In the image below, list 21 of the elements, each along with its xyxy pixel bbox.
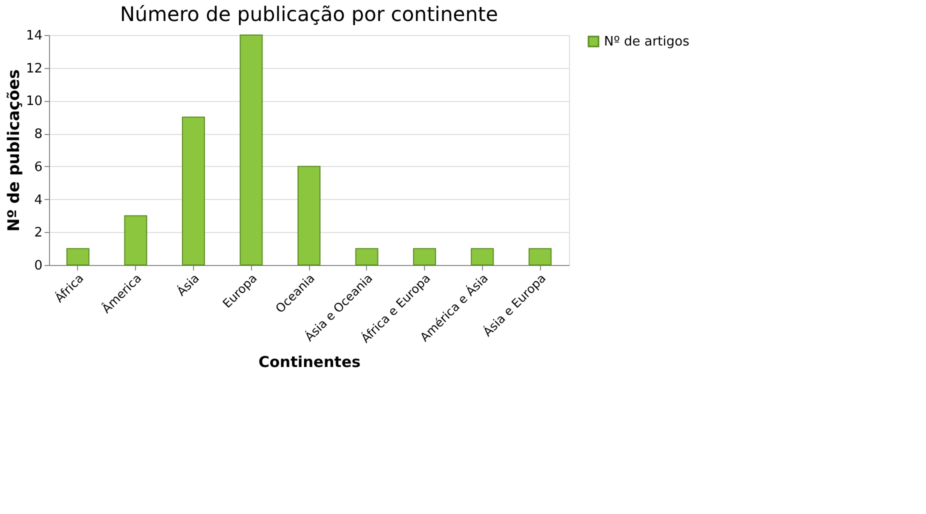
chart-title: Número de publicação por continente: [120, 2, 498, 26]
y-tick-label: 8: [34, 127, 42, 142]
y-tick-label: 0: [34, 258, 42, 274]
y-tick-label: 10: [26, 94, 42, 110]
bar: [528, 248, 552, 266]
legend-label: Nº de artigos: [604, 34, 690, 50]
bar: [470, 248, 494, 266]
bar: [298, 166, 320, 266]
bar: [413, 248, 436, 266]
bar: [124, 215, 148, 266]
y-tick-label: 2: [34, 226, 42, 241]
y-tick-label: 6: [34, 160, 42, 175]
bar: [182, 116, 205, 266]
y-tick-label: 4: [34, 192, 42, 208]
y-tick-label: 12: [26, 61, 42, 76]
bar: [355, 248, 378, 266]
y-axis-title: Nº de publicações: [4, 69, 23, 232]
bar: [66, 248, 90, 266]
x-axis-title: Continentes: [258, 352, 361, 371]
bar: [240, 34, 263, 266]
y-tick-label: 14: [26, 28, 42, 44]
